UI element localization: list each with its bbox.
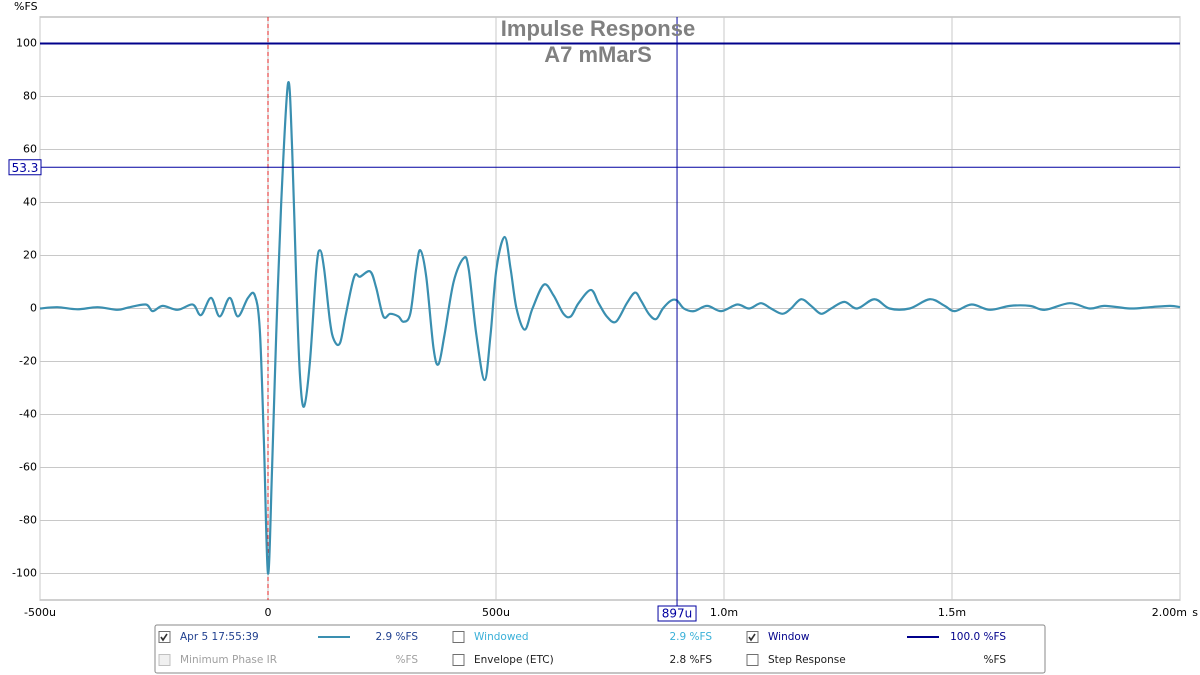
x-tick-label: 1.0m	[710, 606, 738, 619]
legend-item[interactable]: Minimum Phase IR %FS	[158, 654, 419, 666]
y-tick-label: -80	[19, 514, 37, 527]
y-tick-label: -60	[19, 461, 37, 474]
legend-item[interactable]: Envelope (ETC) 2.8 %FS	[452, 654, 712, 666]
checkbox[interactable]	[158, 654, 171, 666]
legend-readout: 2.9 %FS	[375, 631, 418, 643]
legend-readout: %FS	[396, 654, 419, 666]
legend-box	[154, 624, 1046, 674]
legend-item[interactable]: Step Response %FS	[746, 654, 1007, 666]
legend-item[interactable]: Window 100.0 %FS	[746, 631, 1006, 643]
checkmark	[160, 633, 168, 642]
y-tick-label: 0	[30, 302, 37, 315]
x-tick-label: -500u	[24, 606, 56, 619]
x-tick-label: 2.00m	[1152, 606, 1187, 619]
y-tick-label: -20	[19, 355, 37, 368]
y-tick-label: 100	[16, 37, 37, 50]
y-tick-label: -100	[12, 567, 37, 580]
checkbox[interactable]	[452, 654, 465, 666]
impulse-line	[39, 80, 1181, 575]
y-tick-label: -40	[19, 408, 37, 421]
legend-label: Windowed	[474, 631, 529, 643]
x-tick-label: 0	[265, 606, 272, 619]
legend-item[interactable]: Apr 5 17:55:39 2.9 %FS	[158, 631, 418, 643]
y-cursor-box	[8, 159, 42, 176]
y-tick-label: 20	[23, 249, 37, 262]
chart-subtitle: A7 mMarS	[544, 42, 652, 67]
x-tick-label: 500u	[482, 606, 510, 619]
legend-readout: %FS	[984, 654, 1007, 666]
chart-title: Impulse Response	[501, 16, 695, 41]
y-axis-label: %FS	[14, 0, 38, 13]
legend-label: Minimum Phase IR	[180, 654, 277, 666]
y-tick-label: 60	[23, 143, 37, 156]
legend: Apr 5 17:55:39 2.9 %FS Windowed 2.9 %FS Wind…	[158, 631, 1007, 666]
x-tick-label: 1.5m	[938, 606, 966, 619]
legend-label: Step Response	[768, 654, 846, 666]
legend-label: Envelope (ETC)	[474, 654, 554, 666]
legend-label: Window	[768, 631, 810, 643]
legend-item[interactable]: Windowed 2.9 %FS	[452, 631, 712, 643]
y-tick-label: 80	[23, 90, 37, 103]
checkmark	[748, 633, 756, 642]
x-cursor-label: 897u	[662, 607, 693, 621]
checkbox[interactable]	[452, 631, 465, 643]
grid	[39, 17, 1181, 600]
legend-readout: 2.8 %FS	[669, 654, 712, 666]
y-cursor-label: 53.3	[12, 161, 39, 175]
y-tick-label: 40	[23, 196, 37, 209]
checkbox[interactable]	[746, 654, 759, 666]
x-cursor-box	[657, 605, 697, 622]
legend-readout: 2.9 %FS	[669, 631, 712, 643]
x-axis-label: s	[1192, 606, 1198, 619]
marks	[39, 17, 1181, 620]
legend-readout: 100.0 %FS	[950, 631, 1006, 643]
legend-label: Apr 5 17:55:39	[180, 631, 259, 643]
